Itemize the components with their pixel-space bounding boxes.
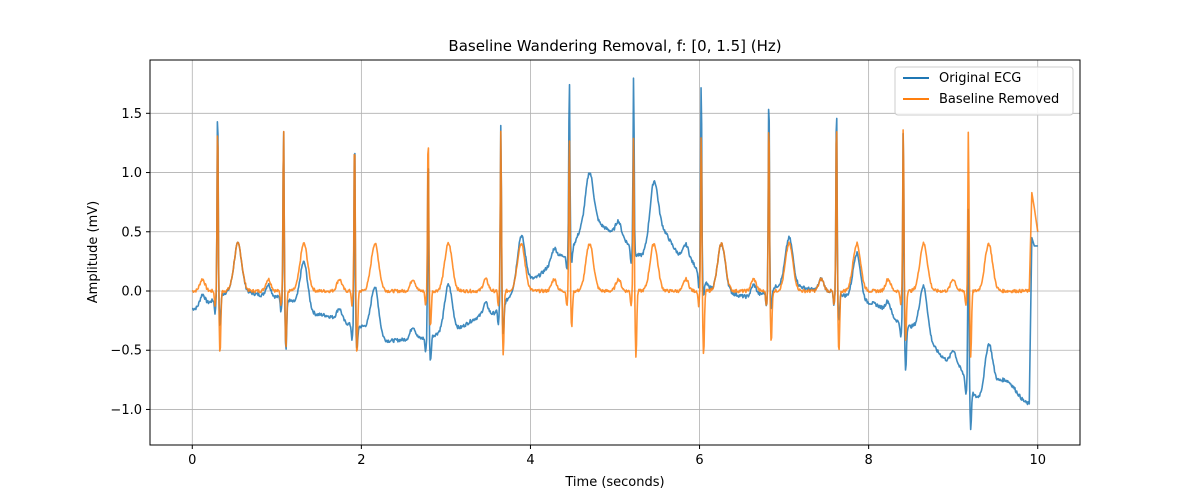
x-tick-label: 0 <box>188 453 196 468</box>
x-tick-label: 10 <box>1029 453 1046 468</box>
y-tick-label: 0.0 <box>121 285 142 300</box>
x-tick-label: 8 <box>864 453 872 468</box>
legend-label-original: Original ECG <box>939 71 1021 86</box>
y-tick-label: 1.5 <box>121 107 142 122</box>
legend: Original ECG Baseline Removed <box>894 66 1074 116</box>
x-tick-label: 4 <box>526 453 534 468</box>
y-tick-label: 1.0 <box>121 166 142 181</box>
y-tick-label: −1.0 <box>110 403 142 418</box>
grid <box>150 60 1080 445</box>
series-line-original-ecg <box>191 77 1038 431</box>
x-tick-label: 2 <box>357 453 365 468</box>
x-tick-label: 6 <box>695 453 703 468</box>
y-axis-label: Amplitude (mV) <box>86 201 101 303</box>
y-axis-ticks: −1.0 −0.5 0.0 0.5 1.0 1.5 <box>110 107 150 418</box>
legend-box <box>894 66 1074 116</box>
x-axis-label: Time (seconds) <box>564 475 664 490</box>
y-tick-label: −0.5 <box>110 344 142 359</box>
legend-label-removed: Baseline Removed <box>939 92 1059 107</box>
y-tick-label: 0.5 <box>121 225 142 240</box>
plot-frame <box>149 59 1081 446</box>
series-lines <box>191 77 1039 431</box>
chart-title: Baseline Wandering Removal, f: [0, 1.5] … <box>448 37 781 55</box>
series-line-baseline-removed <box>191 129 1039 358</box>
x-axis-ticks: 0 2 4 6 8 10 <box>188 445 1046 468</box>
